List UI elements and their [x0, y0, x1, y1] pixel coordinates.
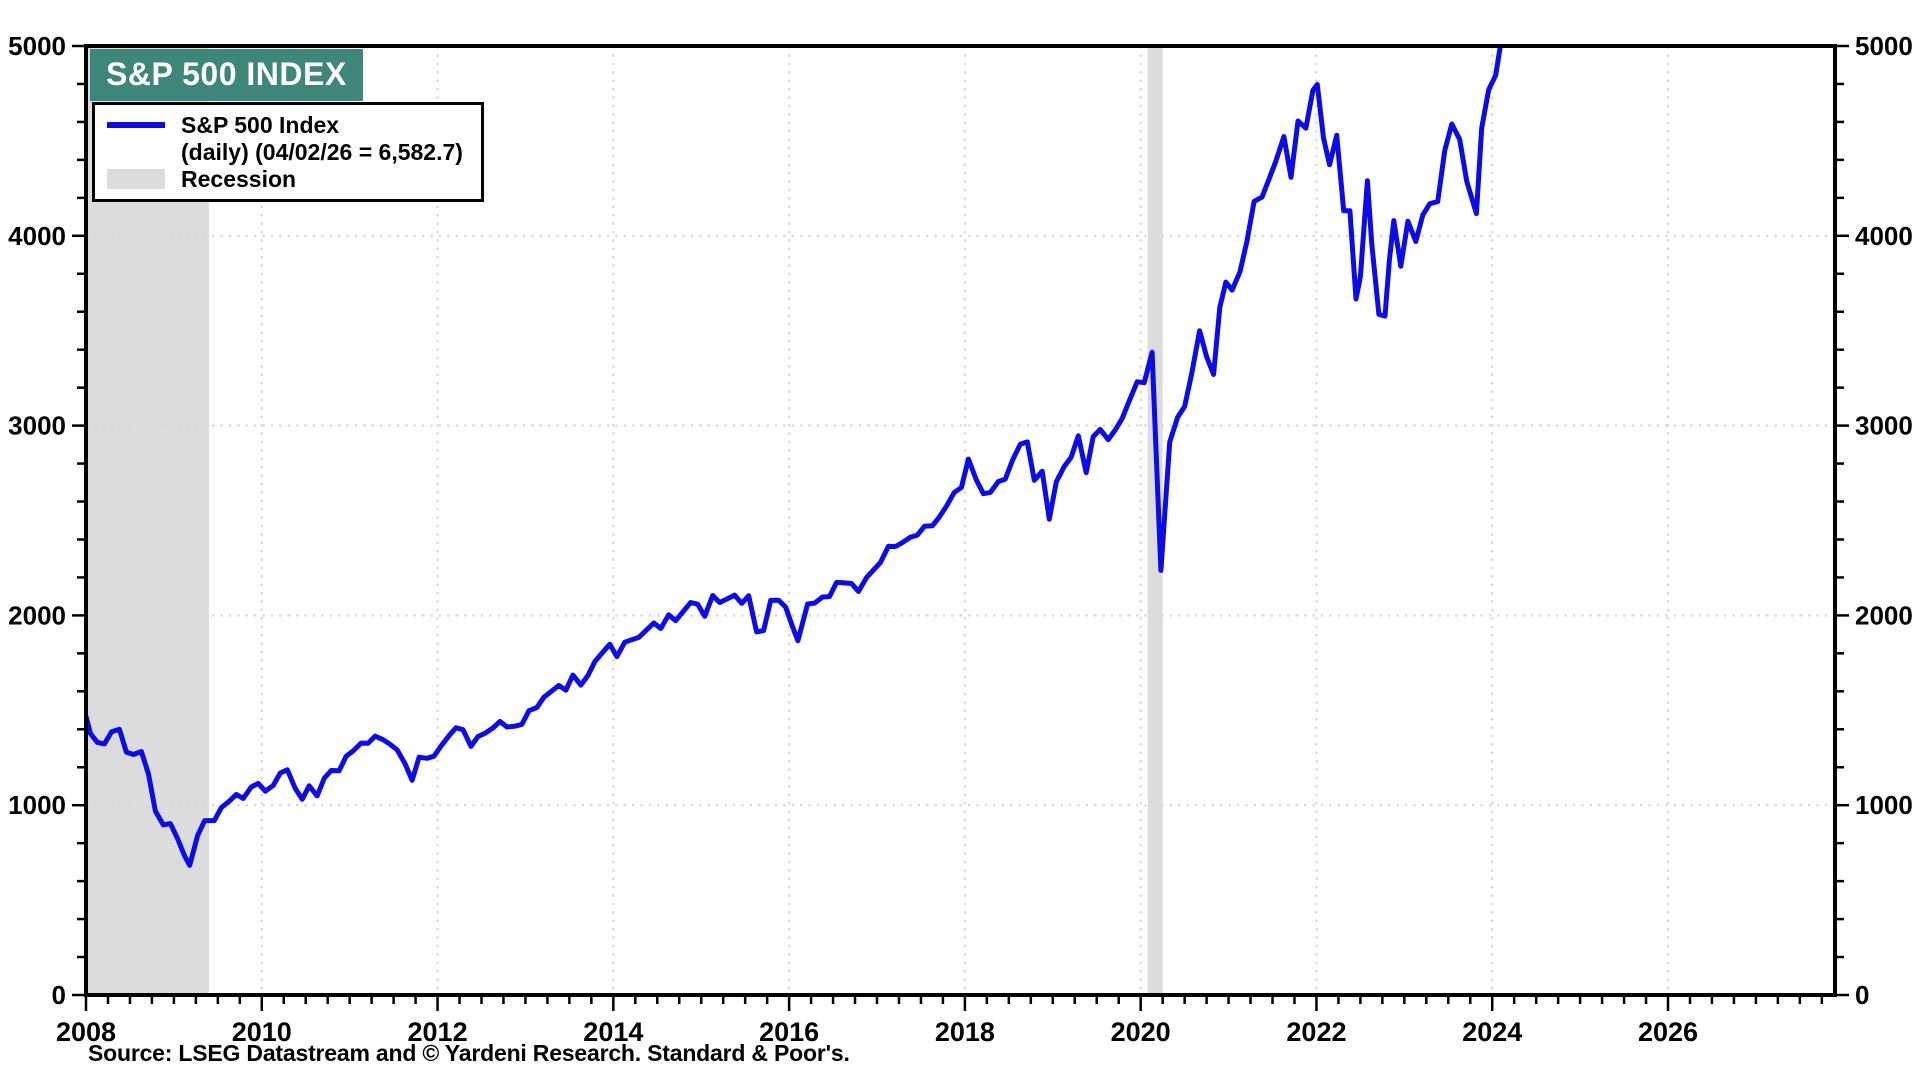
y-axis-label-right: 4000 [1855, 221, 1913, 251]
chart-title-badge: S&P 500 INDEX [90, 49, 363, 101]
x-axis-label: 2026 [1638, 1017, 1698, 1047]
x-axis-label: 2012 [408, 1017, 468, 1047]
legend-row-series: S&P 500 Index [107, 112, 463, 138]
legend: S&P 500 Index (daily) (04/02/26 = 6,582.… [92, 102, 484, 202]
legend-series-label: S&P 500 Index [181, 112, 340, 138]
y-axis-label-right: 3000 [1855, 411, 1913, 441]
y-axis-label-left: 5000 [8, 31, 66, 61]
legend-row-series-sub: (daily) (04/02/26 = 6,582.7) [107, 139, 463, 165]
y-axis-label-left: 1000 [8, 790, 66, 820]
series-line-swatch [107, 122, 165, 128]
x-axis-label: 2008 [56, 1017, 116, 1047]
x-axis-label: 2018 [935, 1017, 995, 1047]
legend-recession-label: Recession [181, 166, 297, 192]
y-axis-label-left: 4000 [8, 221, 66, 251]
x-axis-label: 2024 [1462, 1017, 1522, 1047]
y-axis-label-left: 0 [52, 980, 66, 1010]
y-axis-label-right: 0 [1855, 980, 1869, 1010]
recession-swatch [107, 169, 165, 189]
y-axis-label-left: 3000 [8, 411, 66, 441]
x-axis-label: 2010 [232, 1017, 292, 1047]
chart-title: S&P 500 INDEX [106, 56, 347, 92]
recession-band [1147, 46, 1163, 995]
plot-border [84, 44, 1837, 997]
y-axis-label-left: 2000 [8, 600, 66, 630]
x-axis-label: 2022 [1286, 1017, 1346, 1047]
x-axis-label: 2014 [583, 1017, 643, 1047]
sp500-series-line [86, 46, 1503, 868]
source-attribution: Source: LSEG Datastream and © Yardeni Re… [88, 1040, 850, 1066]
legend-series-sublabel: (daily) (04/02/26 = 6,582.7) [181, 139, 463, 165]
legend-row-recession: Recession [107, 166, 463, 192]
x-axis-label: 2016 [759, 1017, 819, 1047]
y-axis-label-right: 2000 [1855, 600, 1913, 630]
y-axis-label-right: 1000 [1855, 790, 1913, 820]
y-axis-label-right: 5000 [1855, 31, 1913, 61]
recession-band [86, 46, 210, 995]
x-axis-label: 2020 [1111, 1017, 1171, 1047]
